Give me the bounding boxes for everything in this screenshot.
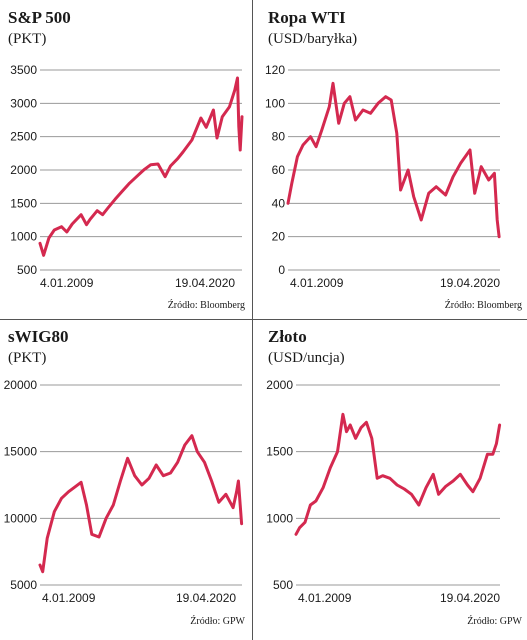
y-tick-label: 1500 <box>10 196 37 210</box>
chart-title: Złoto <box>268 327 307 346</box>
y-tick-label: 60 <box>272 163 286 177</box>
chart-unit: (PKT) <box>8 31 47 47</box>
y-tick-label: 20000 <box>4 378 38 392</box>
y-tick-label: 2000 <box>10 163 37 177</box>
y-tick-label: 1500 <box>266 445 293 459</box>
chart-title: S&P 500 <box>8 8 71 27</box>
y-tick-label: 2000 <box>266 378 293 392</box>
chart-title: Ropa WTI <box>268 8 346 27</box>
y-tick-label: 500 <box>17 263 37 277</box>
x-tick-label: 19.04.2020 <box>175 276 235 290</box>
horizontal-divider <box>0 319 527 320</box>
chart-source: Źródło: Bloomberg <box>444 300 522 311</box>
chart-unit: (USD/uncja) <box>268 350 345 366</box>
y-tick-label: 10000 <box>4 511 38 525</box>
y-tick-label: 500 <box>273 578 293 592</box>
series-line <box>294 412 502 536</box>
y-tick-label: 120 <box>265 63 285 77</box>
series-line <box>38 434 244 574</box>
x-tick-label: 19.04.2020 <box>440 591 500 605</box>
x-tick-label: 4.01.2009 <box>42 591 96 605</box>
y-tick-label: 2500 <box>10 130 37 144</box>
y-tick-label: 3500 <box>10 63 37 77</box>
y-tick-label: 20 <box>272 230 286 244</box>
chart-unit: (USD/baryłka) <box>268 31 358 47</box>
series-line <box>286 81 501 239</box>
x-tick-label: 19.04.2020 <box>440 276 500 290</box>
y-tick-label: 40 <box>272 196 286 210</box>
y-tick-label: 1000 <box>10 230 37 244</box>
vertical-divider <box>252 0 253 640</box>
y-tick-label: 80 <box>272 130 286 144</box>
chart-source: Źródło: GPW <box>467 616 522 627</box>
y-tick-label: 5000 <box>10 578 37 592</box>
series-line <box>38 76 244 257</box>
x-tick-label: 4.01.2009 <box>290 276 344 290</box>
y-tick-label: 15000 <box>4 445 38 459</box>
chart-source: Źródło: Bloomberg <box>167 300 245 311</box>
x-tick-label: 19.04.2020 <box>176 591 236 605</box>
chart-source: Źródło: GPW <box>190 616 245 627</box>
x-tick-label: 4.01.2009 <box>298 591 352 605</box>
y-tick-label: 3000 <box>10 96 37 110</box>
x-tick-label: 4.01.2009 <box>40 276 94 290</box>
y-tick-label: 1000 <box>266 511 293 525</box>
chart-title: sWIG80 <box>8 327 69 346</box>
y-tick-label: 100 <box>265 96 285 110</box>
chart-unit: (PKT) <box>8 350 47 366</box>
y-tick-label: 0 <box>278 263 285 277</box>
